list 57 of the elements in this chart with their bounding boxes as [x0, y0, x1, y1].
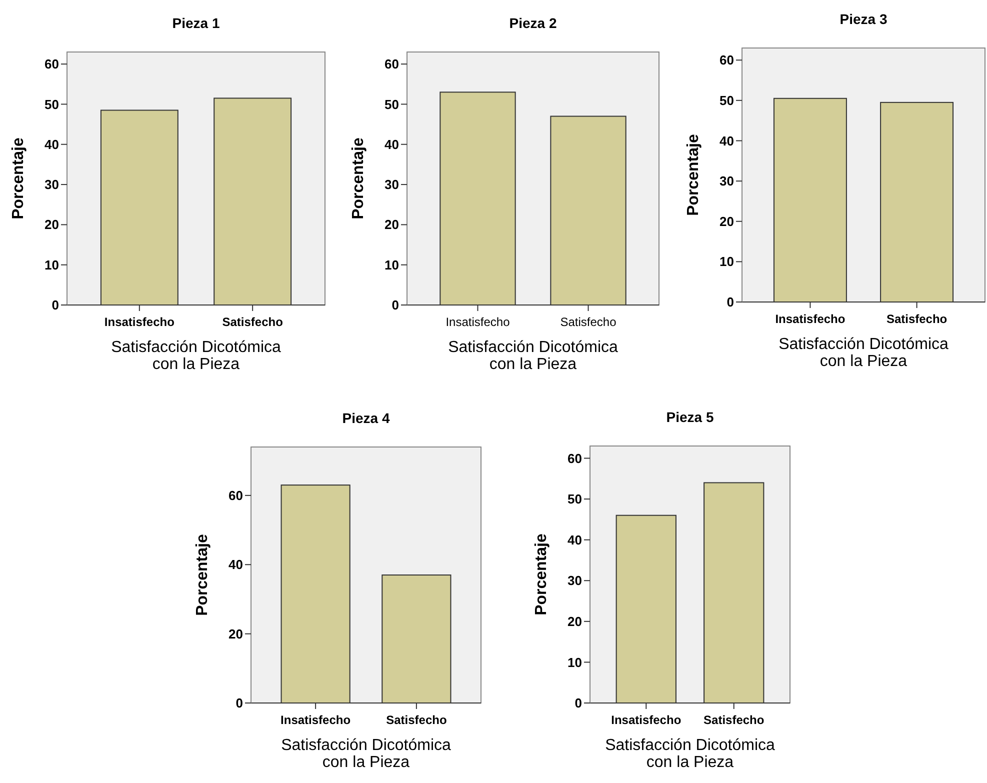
y-tick-label: 60	[228, 488, 243, 503]
y-tick-label: 60	[384, 56, 399, 72]
y-tick-label: 0	[236, 696, 243, 711]
y-tick-label: 60	[720, 52, 734, 68]
x-tick-label: Satisfecho	[560, 315, 617, 329]
y-tick-label: 50	[44, 96, 59, 112]
y-tick-label: 50	[568, 492, 582, 507]
y-tick-label: 40	[384, 136, 399, 152]
y-tick-label: 20	[384, 217, 399, 232]
x-axis-title: Satisfacción Dicotómica con la Pieza	[605, 737, 776, 771]
y-tick-label: 0	[726, 294, 734, 310]
y-tick-label: 20	[228, 626, 243, 642]
x-axis-title: Satisfacción Dicotómica con la Pieza	[111, 339, 282, 373]
chart-title: Pieza 1	[172, 15, 220, 31]
x-tick-label: Insatisfecho	[280, 713, 351, 727]
y-tick-label: 0	[52, 298, 59, 313]
y-tick-label: 30	[384, 177, 399, 192]
y-tick-label: 10	[44, 257, 59, 272]
y-tick-label: 60	[568, 450, 582, 466]
y-tick-label: 40	[44, 136, 59, 152]
y-tick-label: 10	[720, 254, 734, 270]
y-tick-label: 40	[568, 532, 582, 548]
y-tick-label: 30	[720, 174, 734, 189]
y-axis-title: Porcentaje	[194, 534, 211, 616]
chart-title: Pieza 2	[509, 15, 557, 31]
y-tick-label: 50	[720, 92, 734, 108]
chart-title: Pieza 5	[666, 409, 714, 425]
y-tick-label: 20	[568, 614, 582, 629]
y-tick-label: 30	[568, 573, 582, 588]
y-tick-label: 50	[384, 96, 399, 112]
y-axis-title: Porcentaje	[350, 137, 367, 220]
x-tick-label: Satisfecho	[222, 315, 283, 329]
x-axis-title: Satisfacción Dicotómica con la Pieza	[448, 339, 618, 373]
x-tick-label: Insatisfecho	[104, 315, 174, 329]
y-tick-label: 40	[720, 133, 734, 148]
y-tick-label: 10	[568, 654, 582, 670]
y-tick-label: 30	[44, 177, 59, 192]
y-tick-label: 10	[384, 257, 399, 272]
y-axis-title: Porcentaje	[533, 533, 550, 616]
y-tick-label: 20	[44, 217, 59, 232]
y-axis-title: Porcentaje	[685, 134, 702, 216]
y-tick-label: 20	[720, 214, 734, 229]
x-axis-title: Satisfacción Dicotómica con la Pieza	[778, 336, 949, 370]
x-tick-label: Satisfecho	[886, 312, 948, 326]
x-tick-label: Insatisfecho	[446, 315, 510, 329]
x-tick-label: Insatisfecho	[611, 713, 682, 727]
y-tick-label: 0	[574, 696, 582, 711]
y-tick-label: 0	[392, 298, 399, 313]
chart-title: Pieza 3	[840, 11, 888, 27]
x-axis-title: Satisfacción Dicotómica con la Pieza	[281, 737, 452, 771]
y-tick-label: 40	[228, 557, 243, 572]
chart-title: Pieza 4	[342, 410, 390, 426]
x-tick-label: Satisfecho	[704, 713, 764, 727]
y-axis-title: Porcentaje	[10, 137, 27, 220]
y-tick-label: 60	[44, 56, 59, 72]
x-tick-label: Insatisfecho	[775, 312, 846, 326]
x-tick-label: Satisfecho	[386, 713, 447, 727]
